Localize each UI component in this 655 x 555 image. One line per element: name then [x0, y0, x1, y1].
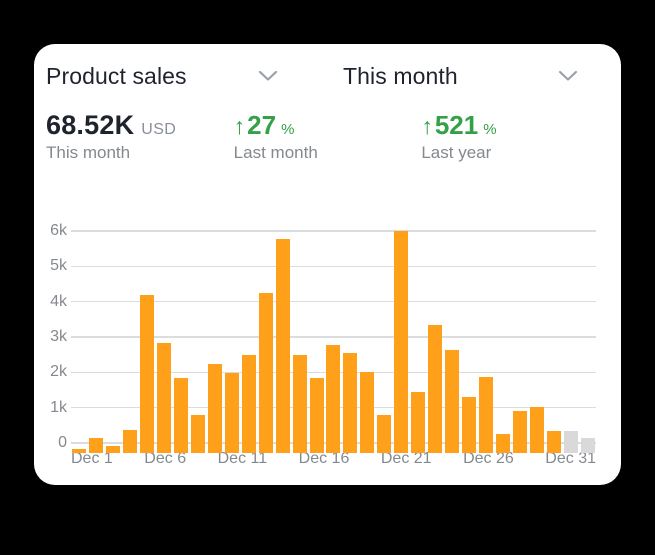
kpi-row: 68.52K USD This month ↑ 27 % Last month … — [46, 110, 609, 163]
period-dropdown-label: This month — [343, 62, 458, 89]
kpi-last-year-value: 521 — [434, 110, 479, 140]
bar-dec-28[interactable] — [529, 406, 544, 453]
bar-dec-12[interactable] — [258, 292, 273, 453]
sales-widget-card: Product sales This month 68.52K USD This… — [34, 44, 621, 485]
gridline-4k — [71, 300, 596, 303]
y-tick-3k: 3k — [50, 328, 67, 345]
bar-dec-23[interactable] — [445, 350, 460, 453]
x-tick-dec-31: Dec 31 — [545, 450, 596, 467]
bar-dec-27[interactable] — [512, 410, 527, 453]
kpi-last-year-caption: Last year — [421, 143, 492, 162]
kpi-last-month-unit: % — [281, 121, 295, 138]
gridline-3k — [71, 336, 596, 338]
kpi-total-caption: This month — [46, 143, 131, 162]
x-tick-dec-11: Dec 11 — [217, 450, 268, 467]
y-axis: 0 1k 2k 3k 4k 5k 6k — [46, 222, 71, 451]
x-tick-dec-6: Dec 6 — [144, 450, 187, 467]
bar-dec-7[interactable] — [174, 377, 189, 453]
bars-container — [71, 231, 596, 453]
bar-dec-13[interactable] — [275, 238, 290, 453]
metric-dropdown-label: Product sales — [46, 62, 187, 89]
kpi-total-unit: USD — [141, 121, 177, 138]
bar-dec-1[interactable] — [72, 449, 87, 453]
kpi-last-month-value: 27 — [247, 110, 277, 140]
bar-dec-24[interactable] — [461, 396, 476, 453]
sales-bar-chart: 0 1k 2k 3k 4k 5k 6k — [46, 222, 609, 453]
metric-dropdown[interactable]: Product sales — [46, 63, 278, 90]
bar-dec-11[interactable] — [241, 355, 256, 453]
bar-dec-15[interactable] — [309, 377, 324, 453]
bar-dec-31[interactable] — [580, 438, 595, 453]
bar-dec-14[interactable] — [292, 355, 307, 453]
bar-dec-8[interactable] — [191, 414, 205, 453]
bar-dec-17[interactable] — [343, 353, 358, 453]
y-tick-5k: 5k — [50, 257, 67, 275]
bar-dec-5[interactable] — [140, 295, 155, 453]
chevron-down-icon — [558, 70, 578, 82]
y-tick-4k: 4k — [50, 292, 67, 310]
bar-dec-4[interactable] — [123, 429, 138, 453]
bar-dec-26[interactable] — [495, 434, 510, 453]
bar-dec-20[interactable] — [394, 231, 409, 453]
x-tick-dec-1: Dec 1 — [71, 450, 113, 467]
widget-header: Product sales This month — [46, 62, 609, 90]
bar-dec-9[interactable] — [207, 363, 222, 453]
bar-dec-19[interactable] — [377, 415, 392, 453]
kpi-last-month-caption: Last month — [233, 143, 318, 162]
gridline-5k — [71, 265, 596, 268]
period-dropdown[interactable]: This month — [343, 63, 578, 90]
chevron-down-icon — [258, 70, 278, 82]
kpi-total-value: 68.52K — [46, 110, 135, 140]
bar-dec-21[interactable] — [411, 391, 426, 453]
arrow-up-icon: ↑ — [421, 113, 433, 139]
kpi-vs-last-month: ↑ 27 % Last month — [234, 110, 422, 163]
arrow-up-icon: ↑ — [233, 113, 246, 139]
x-tick-dec-16: Dec 16 — [298, 450, 350, 467]
bar-dec-6[interactable] — [157, 343, 172, 453]
kpi-vs-last-year: ↑ 521 % Last year — [421, 110, 609, 163]
bar-dec-2[interactable] — [89, 438, 104, 453]
plot-area — [71, 230, 596, 453]
bar-dec-18[interactable] — [360, 371, 375, 453]
bar-dec-3[interactable] — [106, 446, 121, 453]
x-axis: Dec 1 Dec 6 Dec 11 Dec 16 Dec 21 Dec 26 Dec 31 — [71, 449, 596, 468]
bar-dec-22[interactable] — [428, 324, 443, 453]
bar-dec-16[interactable] — [326, 345, 341, 453]
y-tick-0: 0 — [58, 434, 67, 451]
bar-dec-10[interactable] — [224, 373, 239, 453]
x-tick-dec-21: Dec 21 — [380, 450, 432, 467]
bar-dec-30[interactable] — [563, 430, 578, 453]
bar-dec-25[interactable] — [478, 377, 493, 453]
kpi-total-sales: 68.52K USD This month — [46, 110, 234, 163]
gridline-6k — [71, 230, 596, 232]
bar-dec-29[interactable] — [546, 431, 561, 453]
x-tick-dec-26: Dec 26 — [463, 450, 514, 467]
kpi-last-year-unit: % — [483, 121, 497, 138]
y-tick-2k: 2k — [50, 363, 67, 381]
y-tick-6k: 6k — [50, 222, 67, 239]
y-tick-1k: 1k — [50, 398, 67, 416]
